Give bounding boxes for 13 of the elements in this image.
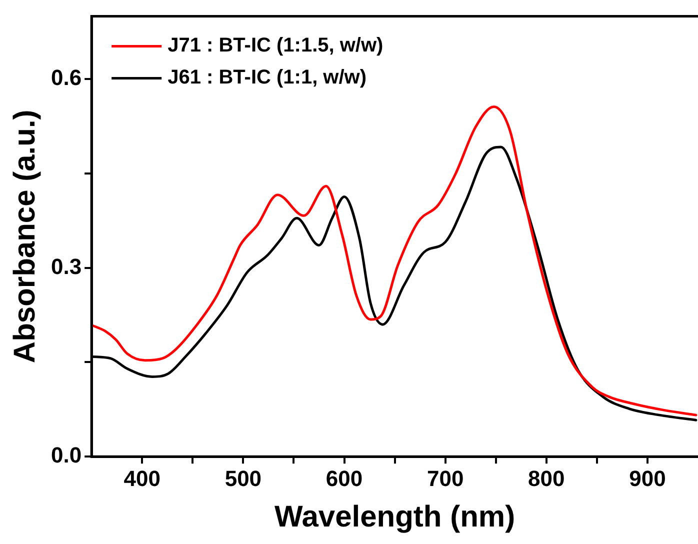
x-tick-label: 700 (426, 466, 464, 491)
x-tick-label: 900 (629, 466, 666, 491)
legend-label: J71 : BT-IC (1:1.5, w/w) (168, 34, 384, 57)
x-tick-label: 400 (124, 466, 160, 491)
x-tick-label: 800 (528, 466, 565, 491)
y-tick-label: 0.6 (50, 65, 82, 90)
legend-label: J61 : BT-IC (1:1, w/w) (168, 66, 367, 89)
y-tick-label: 0.0 (50, 442, 82, 468)
x-axis-title: Wavelength (nm) (274, 500, 516, 534)
x-tick-label: 600 (326, 466, 363, 491)
y-axis-title: Absorbance (a.u.) (8, 110, 42, 364)
x-tick-label: 500 (224, 466, 262, 491)
y-tick-label: 0.3 (50, 254, 82, 279)
